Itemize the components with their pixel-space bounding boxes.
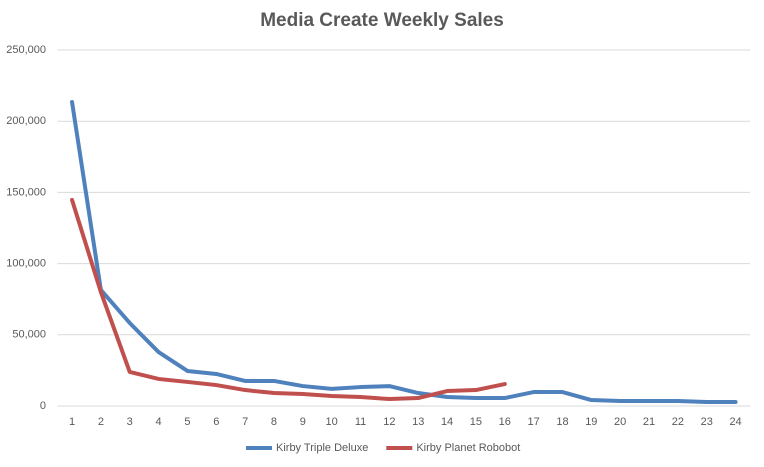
x-tick-label: 17 <box>528 416 540 428</box>
legend-label: Kirby Planet Robobot <box>416 442 520 454</box>
x-tick-label: 3 <box>127 416 133 428</box>
x-tick-label: 10 <box>326 416 338 428</box>
y-tick-label: 100,000 <box>6 258 46 270</box>
x-tick-label: 23 <box>701 416 713 428</box>
x-tick-label: 6 <box>213 416 219 428</box>
x-tick-label: 1 <box>69 416 75 428</box>
x-tick-label: 8 <box>271 416 277 428</box>
x-tick-label: 12 <box>383 416 395 428</box>
series-line <box>70 197 507 402</box>
x-tick-label: 13 <box>412 416 424 428</box>
x-tick-label: 16 <box>499 416 511 428</box>
x-tick-label: 4 <box>156 416 162 428</box>
x-tick-label: 9 <box>300 416 306 428</box>
x-tick-label: 14 <box>441 416 453 428</box>
x-tick-label: 24 <box>729 416 741 428</box>
x-tick-label: 19 <box>585 416 597 428</box>
x-tick-label: 11 <box>355 416 366 428</box>
x-tick-label: 21 <box>643 416 655 428</box>
series-line <box>70 99 738 405</box>
y-tick-label: 0 <box>40 400 46 412</box>
x-tick-label: 7 <box>242 416 248 428</box>
x-tick-label: 18 <box>556 416 568 428</box>
x-tick-label: 2 <box>98 416 104 428</box>
y-tick-label: 250,000 <box>6 44 46 56</box>
y-tick-label: 150,000 <box>6 186 46 198</box>
chart-title: Media Create Weekly Sales <box>260 10 504 31</box>
x-tick-label: 15 <box>470 416 482 428</box>
x-tick-label: 5 <box>184 416 190 428</box>
y-tick-label: 50,000 <box>12 329 46 341</box>
legend-label: Kirby Triple Deluxe <box>276 442 368 454</box>
x-tick-label: 22 <box>672 416 684 428</box>
y-tick-label: 200,000 <box>6 115 46 127</box>
x-tick-label: 20 <box>614 416 626 428</box>
